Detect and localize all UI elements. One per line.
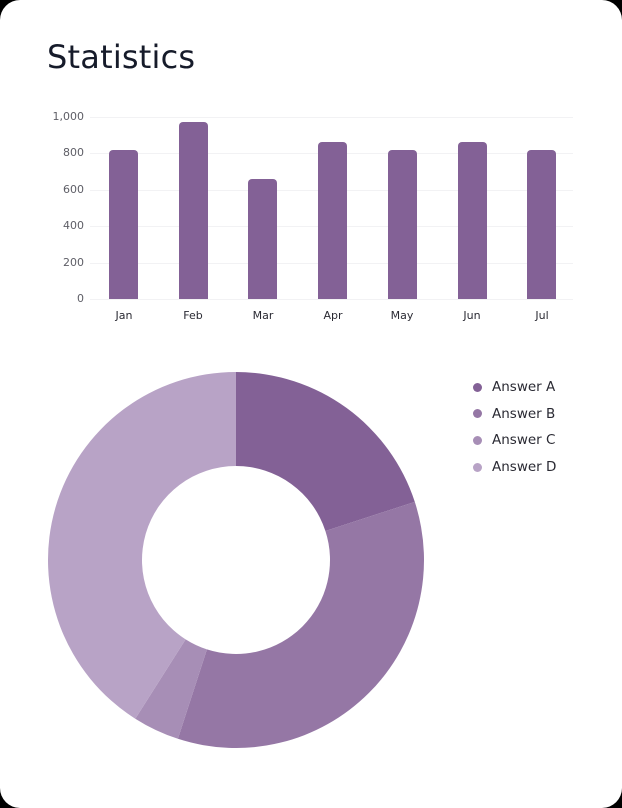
- legend-dot-icon: [473, 462, 482, 472]
- y-axis-tick-label: 400: [63, 219, 84, 232]
- bar-chart: 0 200 400 600 800 1,000 Jan Feb Mar Apr May Jun Jul: [0, 0, 622, 340]
- x-axis-tick-label: Jan: [115, 309, 133, 322]
- donut-segment-answer-c[interactable]: [135, 639, 207, 739]
- donut-legend: Answer A Answer B Answer C Answer D: [473, 374, 556, 480]
- bar-mar[interactable]: [248, 179, 277, 299]
- bar-jan[interactable]: [109, 150, 138, 299]
- legend-label: Answer C: [492, 432, 556, 449]
- legend-item-answer-c[interactable]: Answer C: [473, 427, 556, 454]
- x-axis-tick-label: Jul: [535, 309, 549, 322]
- legend-dot-icon: [473, 382, 482, 392]
- x-axis-tick-label: Mar: [252, 309, 274, 322]
- donut-segment-answer-d[interactable]: [48, 372, 236, 719]
- y-axis-tick-label: 800: [63, 146, 84, 159]
- gridline: [90, 299, 573, 300]
- gridline: [90, 117, 573, 118]
- y-axis-tick-label: 0: [77, 292, 84, 305]
- legend-dot-icon: [473, 435, 482, 445]
- bar-jun[interactable]: [458, 142, 487, 299]
- legend-item-answer-a[interactable]: Answer A: [473, 374, 556, 401]
- x-axis-tick-label: Feb: [183, 309, 203, 322]
- bar-may[interactable]: [388, 150, 417, 299]
- donut-segment-answer-b[interactable]: [177, 501, 424, 748]
- bar-jul[interactable]: [527, 150, 556, 299]
- donut-chart: [48, 372, 424, 748]
- bar-feb[interactable]: [179, 122, 208, 299]
- y-axis-tick-label: 1,000: [52, 110, 85, 123]
- legend-label: Answer B: [492, 405, 556, 422]
- page-title: Statistics: [47, 38, 196, 76]
- legend-label: Answer A: [492, 379, 556, 396]
- x-axis-tick-label: May: [390, 309, 414, 322]
- donut-segment-answer-a[interactable]: [236, 372, 415, 531]
- legend-item-answer-d[interactable]: Answer D: [473, 454, 556, 481]
- x-axis-tick-label: Apr: [323, 309, 343, 322]
- x-axis-tick-label: Jun: [463, 309, 481, 322]
- bar-apr[interactable]: [318, 142, 347, 299]
- y-axis-tick-label: 600: [63, 183, 84, 196]
- legend-item-answer-b[interactable]: Answer B: [473, 401, 556, 428]
- legend-label: Answer D: [492, 459, 557, 476]
- legend-dot-icon: [473, 409, 482, 419]
- y-axis-tick-label: 200: [63, 256, 84, 269]
